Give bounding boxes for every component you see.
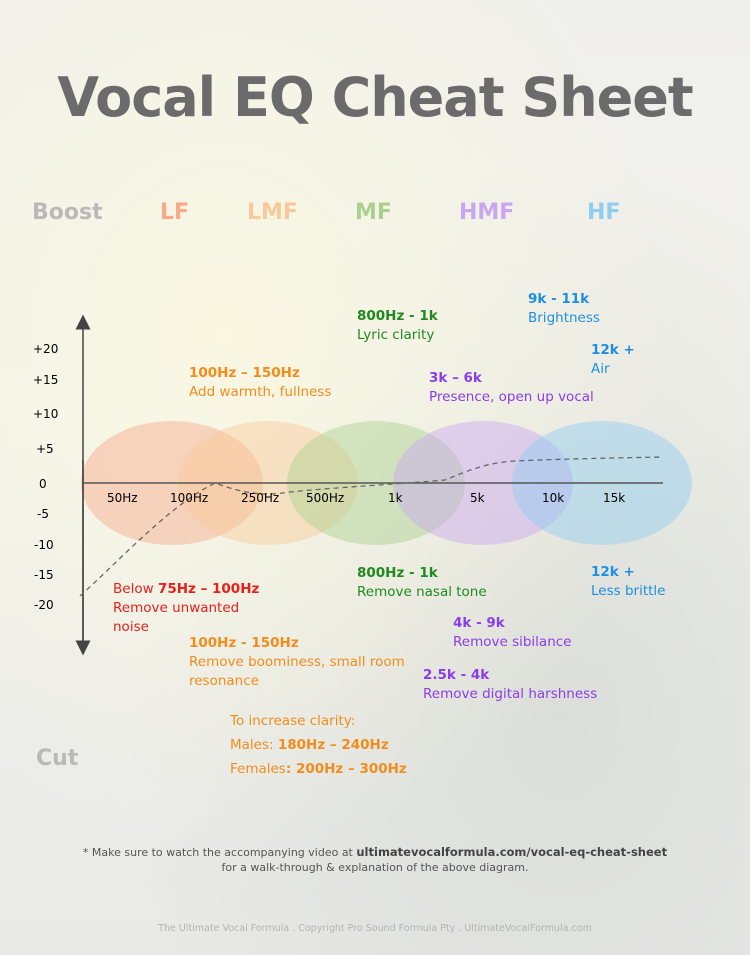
copyright-text: The Ultimate Vocal Formula . Copyright P… xyxy=(158,923,592,934)
y-tick: +5 xyxy=(36,442,54,456)
boost-note-hmf: 3k – 6k Presence, open up vocal xyxy=(429,370,594,405)
x-tick: 10k xyxy=(542,491,564,505)
cut-note-lmf: 100Hz - 150Hz Remove boominess, small roo… xyxy=(189,635,405,689)
x-tick: 1k xyxy=(388,491,403,505)
y-tick: +15 xyxy=(33,373,58,387)
boost-label: Boost xyxy=(32,200,103,225)
band-label-hf: HF xyxy=(587,200,621,225)
footnote-url-link[interactable]: ultimatevocalformula.com/vocal-eq-cheat-… xyxy=(356,845,668,859)
cut-note-lf: Below 75Hz – 100Hz Remove unwanted noise xyxy=(113,581,260,635)
cut-note-hf: 12k + Less brittle xyxy=(591,564,666,599)
boost-note-hf-brightness: 9k - 11k Brightness xyxy=(528,291,600,326)
page-title: Vocal EQ Cheat Sheet xyxy=(57,66,693,129)
boost-note-hf-air: 12k + Air xyxy=(591,342,635,377)
x-tick: 100Hz xyxy=(170,491,208,505)
y-tick: 0 xyxy=(39,477,47,491)
footnote-line2: for a walk-through & explanation of the … xyxy=(221,861,529,874)
cut-note-mf: 800Hz - 1k Remove nasal tone xyxy=(357,565,487,600)
band-label-hmf: HMF xyxy=(459,200,515,225)
y-tick: +20 xyxy=(33,342,58,356)
boost-note-lmf: 100Hz – 150Hz Add warmth, fullness xyxy=(189,365,332,400)
x-tick: 250Hz xyxy=(241,491,279,505)
y-tick: -15 xyxy=(34,568,54,582)
boost-note-mf: 800Hz - 1k Lyric clarity xyxy=(357,308,438,343)
y-tick: +10 xyxy=(33,407,58,421)
cut-note-hmf-sibilance: 4k - 9k Remove sibilance xyxy=(453,615,572,650)
x-tick: 5k xyxy=(470,491,485,505)
band-label-mf: MF xyxy=(355,200,392,225)
band-label-lmf: LMF xyxy=(247,200,298,225)
footnote-line1: * Make sure to watch the accompanying vi… xyxy=(82,845,668,859)
band-label-lf: LF xyxy=(160,200,190,225)
y-tick: -20 xyxy=(34,598,54,612)
y-tick: -5 xyxy=(37,507,49,521)
x-tick: 50Hz xyxy=(107,491,138,505)
clarity-note: To increase clarity: Males: 180Hz – 240H… xyxy=(230,713,407,777)
eq-curve xyxy=(79,456,664,597)
cut-note-hmf-harshness: 2.5k - 4k Remove digital harshness xyxy=(423,667,598,702)
cut-label: Cut xyxy=(36,746,79,771)
y-tick: -10 xyxy=(34,538,54,552)
x-tick: 500Hz xyxy=(306,491,344,505)
x-tick: 15k xyxy=(603,491,625,505)
